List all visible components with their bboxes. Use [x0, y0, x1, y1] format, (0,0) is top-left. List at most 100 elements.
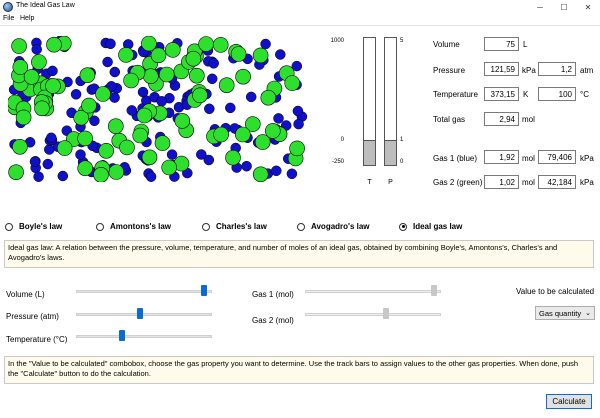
menu-help[interactable]: Help	[20, 15, 35, 22]
gas2-slider[interactable]	[305, 308, 441, 320]
gas1-kpa-field[interactable]: 79,406	[538, 150, 576, 164]
gas2-particle	[189, 67, 205, 84]
radio-charles-law[interactable]: Charles's law	[202, 222, 267, 231]
gas2-particle	[73, 109, 89, 126]
gas2-particle	[11, 38, 27, 54]
gas1-particle	[102, 56, 113, 68]
gas1-slider[interactable]	[305, 285, 441, 297]
gas2-particle	[252, 166, 269, 183]
total-gas-label: Total gas	[433, 115, 466, 124]
calculate-button[interactable]: Calculate	[546, 394, 592, 409]
p-scale-max: 5	[400, 38, 404, 44]
gas2-particle	[185, 50, 202, 67]
gas2-particle	[95, 86, 111, 102]
gas1-particle	[109, 92, 120, 103]
gas2-label: Gas 2 (green)	[433, 178, 483, 187]
chevron-down-icon: ⌄	[585, 310, 591, 317]
pressure-atm-field[interactable]: 1,2	[538, 62, 576, 76]
temperature-slider[interactable]	[76, 330, 212, 342]
t-scale-zero: 0	[340, 137, 344, 143]
gas2-particle	[252, 47, 269, 64]
slider-track	[76, 335, 212, 338]
gas2-particle	[218, 77, 235, 94]
gas1-particle	[156, 96, 167, 107]
menu-file[interactable]: File	[3, 15, 15, 22]
temperature-c-field[interactable]: 100	[538, 87, 576, 101]
gas2-particle	[118, 47, 134, 63]
gas2-particle	[119, 139, 135, 156]
title-bar: The Ideal Gas Law ─ ☐ ✕	[0, 0, 600, 14]
gas1-particle	[33, 171, 44, 182]
volume-field[interactable]: 75	[484, 37, 519, 51]
calc-target-combobox[interactable]: Gas quantity ⌄	[535, 306, 595, 320]
gas1-particle	[271, 165, 282, 177]
radio-ideal-gas-law[interactable]: Ideal gas law	[399, 222, 462, 231]
gas2-kpa-field[interactable]: 42,184	[538, 175, 576, 189]
gas1-particle	[57, 170, 69, 182]
slider-thumb[interactable]	[431, 285, 438, 296]
close-icon[interactable]: ✕	[584, 2, 592, 12]
gas1-particle	[225, 102, 236, 114]
gas1-particle	[145, 171, 157, 182]
total-gas-field[interactable]: 2,94	[484, 112, 519, 126]
slider-thumb[interactable]	[383, 308, 389, 319]
maximize-icon[interactable]: ☐	[560, 2, 568, 12]
p-scale-one: 1	[400, 137, 404, 143]
gas1-slider-label: Gas 1 (mol)	[252, 290, 294, 299]
radio-avogadros-law[interactable]: Avogadro's law	[297, 222, 370, 231]
gas1-particle	[293, 118, 304, 130]
gas2-particle	[225, 149, 241, 166]
pressure-kpa-field[interactable]: 121,59	[484, 62, 519, 76]
window-title: The Ideal Gas Law	[16, 2, 75, 9]
slider-thumb[interactable]	[200, 285, 207, 296]
gas2-particle	[245, 116, 261, 132]
gas2-particle	[158, 66, 175, 83]
gas2-particle	[213, 126, 229, 143]
gas2-particle	[98, 143, 114, 159]
gas1-particle	[208, 58, 219, 69]
app-icon	[3, 2, 13, 12]
gas2-particle	[289, 140, 305, 157]
gas-simulation	[7, 34, 314, 183]
p-scale-zero: 0	[400, 159, 404, 165]
gas1-particle	[31, 44, 42, 55]
gas1-particle	[245, 91, 257, 103]
pressure-gauge	[384, 37, 397, 166]
gas1-mol-field[interactable]: 1,92	[484, 150, 519, 164]
radio-dot	[5, 222, 13, 231]
radio-amontons-law[interactable]: Amontons's law	[96, 222, 171, 231]
temperature-gauge-fill	[364, 139, 375, 165]
slider-thumb[interactable]	[118, 330, 125, 341]
temperature-k-unit: K	[523, 90, 529, 99]
gas2-kpa-unit: kPa	[580, 178, 594, 187]
radio-label: Avogadro's law	[311, 222, 370, 231]
gas2-particle	[141, 35, 157, 52]
pressure-label: Pressure	[433, 66, 466, 75]
gas2-particle	[260, 89, 277, 106]
slider-thumb[interactable]	[137, 308, 144, 319]
gas1-particle	[106, 81, 117, 92]
temperature-k-field[interactable]: 373,15	[484, 87, 519, 101]
total-gas-unit: mol	[522, 115, 535, 124]
gas1-particle	[42, 158, 54, 170]
radio-boyles-law[interactable]: Boyle's law	[5, 222, 62, 231]
gas2-particle	[143, 68, 159, 85]
gas2-particle	[12, 59, 29, 75]
gas1-particle	[75, 149, 86, 160]
temperature-label: Temperature	[433, 90, 478, 99]
gas1-particle	[273, 113, 284, 124]
pressure-gauge-fill	[385, 139, 396, 165]
radio-label: Ideal gas law	[413, 222, 463, 231]
radio-dot-selected	[399, 222, 407, 231]
minimize-icon[interactable]: ─	[537, 2, 543, 12]
gas1-kpa-unit: kPa	[580, 154, 594, 163]
gas1-particle	[241, 160, 252, 172]
pressure-slider[interactable]	[76, 308, 212, 320]
gas2-particle	[254, 134, 271, 150]
law-selector: Boyle's law Amontons's law Charles's law…	[0, 222, 600, 234]
gas2-mol-field[interactable]: 1,02	[484, 175, 519, 189]
gas1-particle	[196, 149, 207, 160]
gas2-particle	[108, 164, 125, 180]
volume-slider[interactable]	[76, 285, 212, 297]
slider-track	[305, 290, 441, 293]
